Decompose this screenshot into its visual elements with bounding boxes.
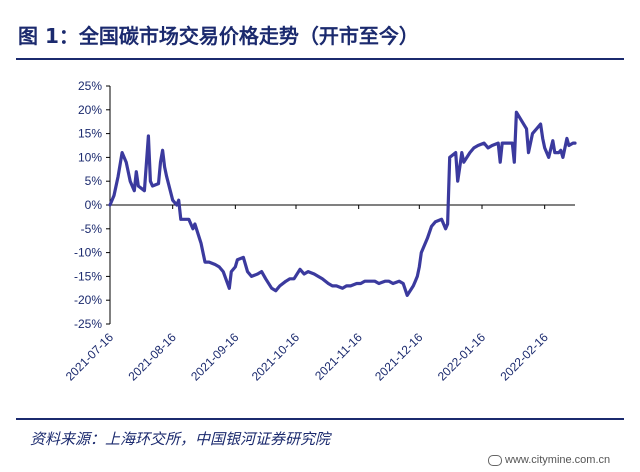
y-tick-label: -5%	[81, 222, 103, 236]
x-tick-label: 2022-01-16	[435, 330, 489, 384]
y-tick-label: -15%	[74, 269, 102, 283]
y-tick-label: 0%	[85, 198, 103, 212]
y-tick-label: 15%	[78, 127, 102, 141]
y-tick-label: -20%	[74, 293, 102, 307]
x-tick-label: 2021-08-16	[125, 330, 179, 384]
series-line-price-change	[108, 110, 577, 297]
y-tick-label: 25%	[78, 79, 102, 93]
x-tick-label: 2022-02-16	[497, 330, 551, 384]
x-tick-label: 2021-12-16	[372, 330, 426, 384]
watermark: www.citymine.com.cn	[488, 454, 610, 466]
x-tick-label: 2021-10-16	[249, 330, 303, 384]
y-tick-label: -10%	[74, 246, 102, 260]
source-note: 资料来源：上海环交所，中国银河证券研究院	[30, 430, 331, 448]
line-chart: 25%20%15%10%5%0%-5%-10%-15%-20%-25%2021-…	[63, 79, 577, 384]
x-tick-label: 2021-09-16	[188, 330, 242, 384]
source-divider	[16, 418, 624, 420]
y-tick-label: 5%	[85, 174, 103, 188]
chart-title: 图 1：全国碳市场交易价格走势（开市至今）	[18, 24, 419, 48]
watermark-logo-icon	[488, 454, 502, 466]
y-tick-label: 10%	[78, 150, 102, 164]
y-tick-label: 20%	[78, 103, 102, 117]
x-tick-label: 2021-11-16	[312, 330, 365, 383]
x-tick-label: 2021-07-16	[63, 330, 117, 384]
title-divider	[16, 58, 624, 60]
y-tick-label: -25%	[74, 317, 102, 331]
watermark-text: www.citymine.com.cn	[505, 454, 611, 466]
